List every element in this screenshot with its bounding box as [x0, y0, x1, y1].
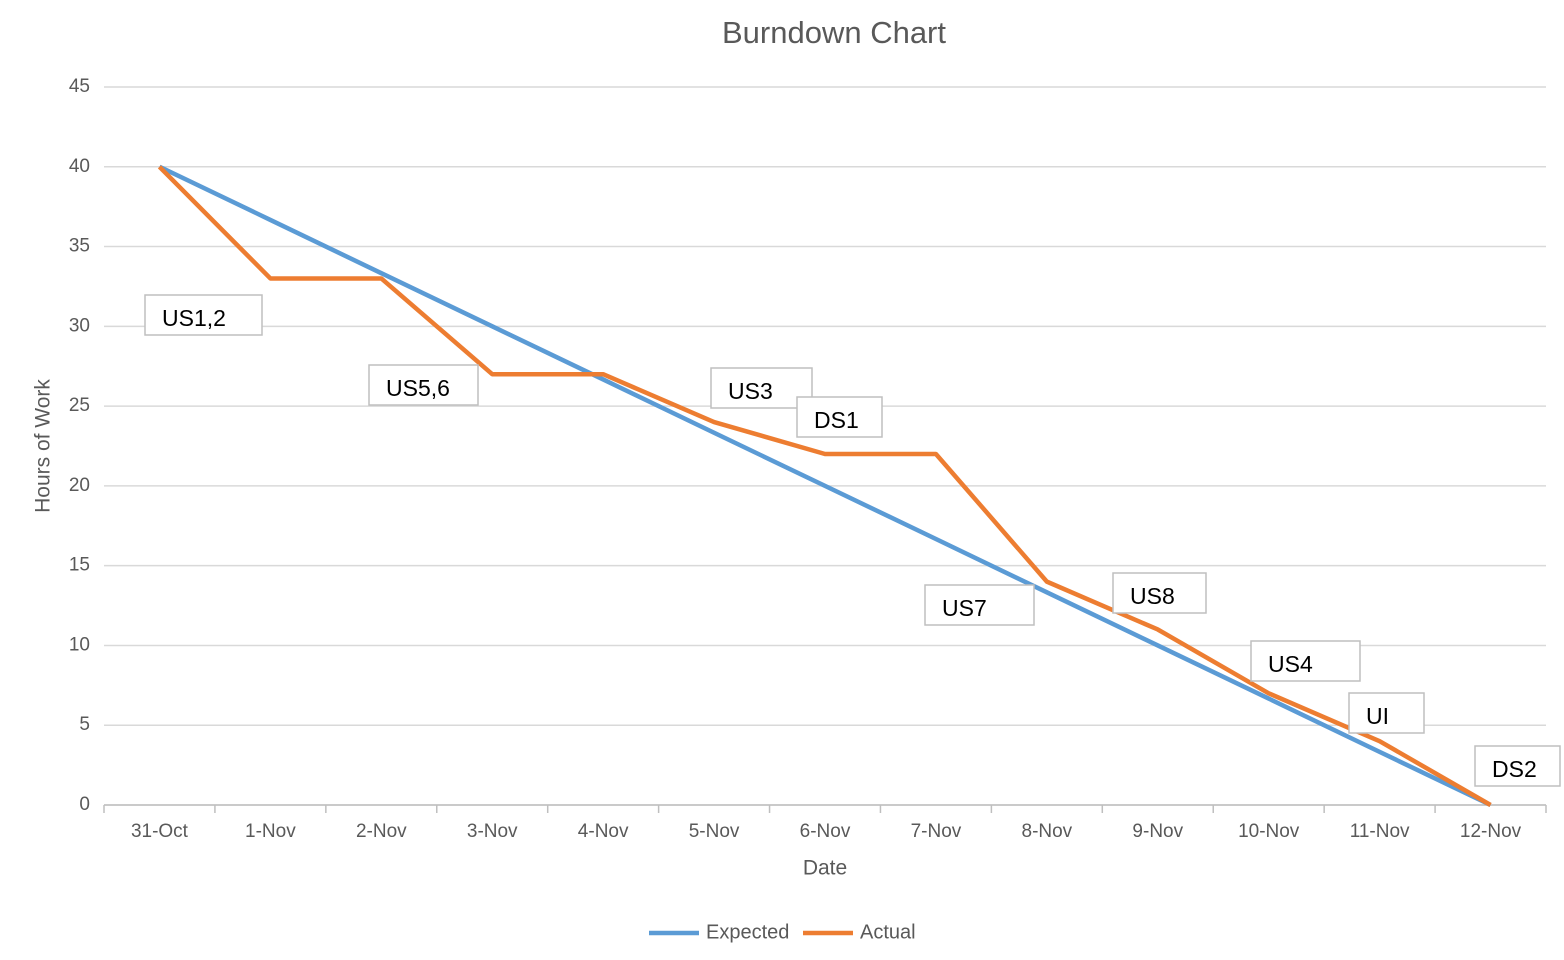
y-tick-label: 0 — [79, 794, 90, 815]
y-tick-label: 30 — [69, 315, 90, 336]
y-tick-label: 35 — [69, 236, 90, 257]
annotation: DS1 — [814, 407, 859, 433]
annotation-box — [1348, 692, 1425, 734]
y-axis-title: Hours of Work — [32, 379, 55, 513]
x-tick-label: 4-Nov — [578, 821, 629, 842]
annotation: DS2 — [1492, 756, 1537, 782]
legend-label: Expected — [706, 921, 789, 943]
annotation: US5,6 — [386, 375, 450, 401]
x-axis-title: Date — [803, 857, 847, 880]
x-tick-label: 11-Nov — [1350, 821, 1410, 842]
x-tick-label: 9-Nov — [1132, 821, 1183, 842]
annotation-box — [1474, 745, 1561, 787]
annotation-box — [710, 367, 813, 409]
x-tick-label: 12-Nov — [1460, 821, 1522, 842]
annotation-box — [924, 584, 1035, 626]
annotation-box — [1250, 640, 1361, 682]
annotation-box — [796, 396, 883, 438]
x-tick-label: 1-Nov — [245, 821, 296, 842]
annotation-box — [1112, 572, 1207, 614]
x-tick-label: 3-Nov — [467, 821, 518, 842]
y-tick-label: 10 — [69, 634, 90, 655]
x-tick-label: 10-Nov — [1238, 821, 1300, 842]
annotation: US7 — [942, 595, 987, 621]
annotation: US8 — [1130, 583, 1175, 609]
series-line — [158, 164, 1492, 808]
x-tick-label: 2-Nov — [356, 821, 407, 842]
chart-title: Burndown Chart — [722, 15, 946, 50]
annotation: US1,2 — [162, 305, 226, 331]
y-tick-label: 45 — [69, 76, 90, 97]
annotation-box — [144, 294, 263, 336]
series-line — [157, 165, 1492, 807]
annotation: US4 — [1268, 651, 1313, 677]
x-tick-label: 7-Nov — [911, 821, 962, 842]
legend-label: Actual — [860, 921, 916, 943]
y-tick-label: 25 — [69, 395, 90, 416]
y-tick-label: 5 — [79, 714, 90, 735]
y-tick-label: 40 — [69, 156, 90, 177]
y-tick-label: 20 — [69, 475, 90, 496]
x-tick-label: 5-Nov — [689, 821, 740, 842]
annotation: US3 — [728, 378, 773, 404]
x-tick-label: 6-Nov — [800, 821, 851, 842]
annotation: UI — [1366, 703, 1389, 729]
annotation-box — [368, 364, 479, 406]
y-tick-label: 15 — [69, 555, 90, 576]
x-tick-label: 31-Oct — [131, 821, 189, 842]
x-tick-label: 8-Nov — [1022, 821, 1073, 842]
